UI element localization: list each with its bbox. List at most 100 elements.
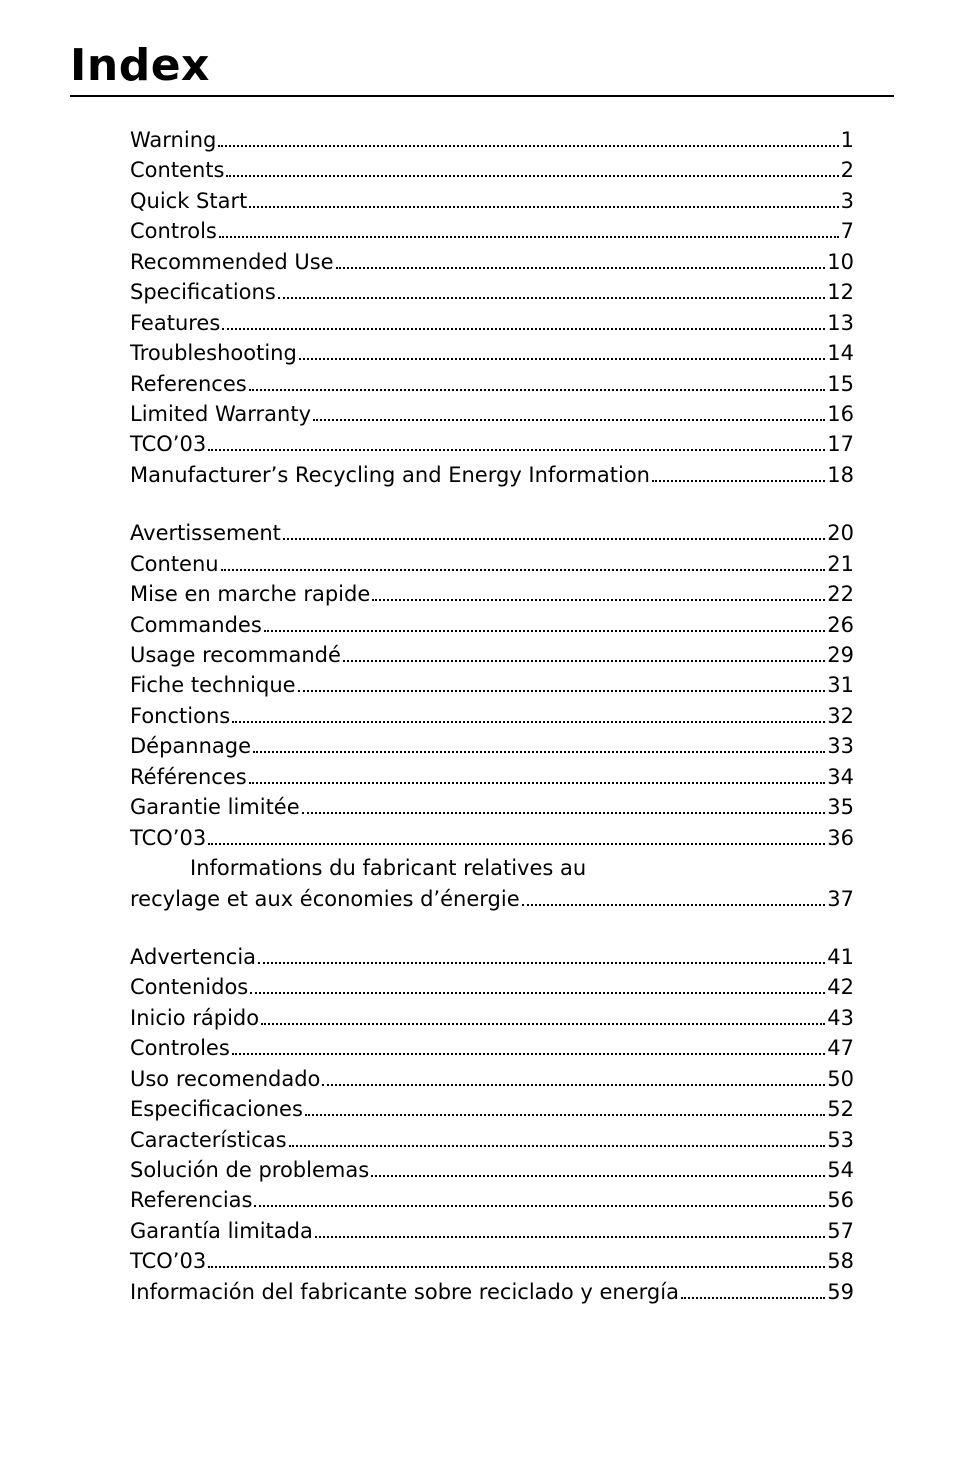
toc-leader-dots bbox=[313, 419, 825, 421]
toc-entry-label: TCO’03 bbox=[130, 1246, 206, 1276]
toc-entry-label: Advertencia bbox=[130, 942, 256, 972]
toc-entry-page: 14 bbox=[827, 338, 854, 368]
toc-entry: Uso recomendado50 bbox=[130, 1064, 854, 1094]
toc-entry: Controles47 bbox=[130, 1033, 854, 1063]
toc-entry: Références 34 bbox=[130, 762, 854, 792]
toc-entry: recylage et aux économies d’énergie 37 bbox=[130, 884, 854, 914]
toc-leader-dots bbox=[372, 599, 825, 601]
toc-entry-label: recylage et aux économies d’énergie bbox=[130, 884, 520, 914]
toc-leader-dots bbox=[222, 328, 825, 330]
toc-entry: Mise en marche rapide 22 bbox=[130, 579, 854, 609]
toc-leader-dots bbox=[253, 751, 825, 753]
toc-section: Warning1Contents2Quick Start3Controls7Re… bbox=[70, 125, 894, 490]
toc-entry-label: Dépannage bbox=[130, 731, 251, 761]
toc-leader-dots bbox=[298, 690, 826, 692]
toc-entry-page: 16 bbox=[827, 399, 854, 429]
toc-leader-dots bbox=[278, 297, 825, 299]
toc-entry: Manufacturer’s Recycling and Energy Info… bbox=[130, 460, 854, 490]
toc-leader-dots bbox=[305, 1114, 825, 1116]
toc-entry-label: Recommended Use bbox=[130, 247, 334, 277]
toc-entry: Dépannage 33 bbox=[130, 731, 854, 761]
toc-entry: Warning1 bbox=[130, 125, 854, 155]
toc-entry-label: Usage recommandé bbox=[130, 640, 341, 670]
toc-entry-page: 58 bbox=[827, 1246, 854, 1276]
toc-entry: Advertencia 41 bbox=[130, 942, 854, 972]
toc-entry-page: 18 bbox=[827, 460, 854, 490]
toc-section: Avertissement20Contenu21Mise en marche r… bbox=[70, 518, 894, 914]
toc-leader-dots bbox=[254, 1205, 825, 1207]
toc-leader-dots bbox=[283, 538, 825, 540]
toc-entry: Contents2 bbox=[130, 155, 854, 185]
toc-leader-dots bbox=[249, 206, 838, 208]
toc-entry-label: Referencias bbox=[130, 1185, 252, 1215]
toc-entry: Specifications12 bbox=[130, 277, 854, 307]
toc-entry: TCO’0317 bbox=[130, 429, 854, 459]
toc-entry-page: 22 bbox=[827, 579, 854, 609]
toc-entry-page: 52 bbox=[827, 1094, 854, 1124]
toc-entry-label: Especificaciones bbox=[130, 1094, 303, 1124]
toc-entry-page: 54 bbox=[827, 1155, 854, 1185]
toc-entry-page: 56 bbox=[827, 1185, 854, 1215]
toc-entry-label: TCO’03 bbox=[130, 429, 206, 459]
toc-entry-page: 47 bbox=[827, 1033, 854, 1063]
toc-entry: Recommended Use 10 bbox=[130, 247, 854, 277]
toc-entry-page: 26 bbox=[827, 610, 854, 640]
toc-entry-label-continued: Informations du fabricant relatives au bbox=[130, 853, 854, 883]
toc-entry: Controls7 bbox=[130, 216, 854, 246]
toc-leader-dots bbox=[232, 1053, 825, 1055]
toc-root: Warning1Contents2Quick Start3Controls7Re… bbox=[70, 125, 894, 1307]
toc-leader-dots bbox=[302, 812, 826, 814]
toc-entry: Solución de problemas 54 bbox=[130, 1155, 854, 1185]
toc-entry-label: Features bbox=[130, 308, 220, 338]
toc-leader-dots bbox=[219, 236, 839, 238]
toc-leader-dots bbox=[208, 449, 825, 451]
toc-entry-page: 33 bbox=[827, 731, 854, 761]
toc-entry-page: 57 bbox=[827, 1216, 854, 1246]
toc-leader-dots bbox=[261, 1023, 825, 1025]
toc-entry-label: References bbox=[130, 369, 247, 399]
toc-entry: Fonctions32 bbox=[130, 701, 854, 731]
toc-leader-dots bbox=[249, 389, 826, 391]
toc-leader-dots bbox=[218, 145, 838, 147]
toc-entry-page: 29 bbox=[827, 640, 854, 670]
toc-entry-page: 15 bbox=[827, 369, 854, 399]
toc-leader-dots bbox=[522, 904, 826, 906]
toc-entry: Fiche technique31 bbox=[130, 670, 854, 700]
toc-entry-label: Troubleshooting bbox=[130, 338, 297, 368]
toc-entry-label: Garantía limitada bbox=[130, 1216, 313, 1246]
toc-entry-page: 41 bbox=[827, 942, 854, 972]
toc-entry: Contenidos42 bbox=[130, 972, 854, 1002]
toc-entry-label: Solución de problemas bbox=[130, 1155, 369, 1185]
title-underline bbox=[70, 95, 894, 97]
toc-entry-label: Quick Start bbox=[130, 186, 247, 216]
toc-entry-label: Références bbox=[130, 762, 247, 792]
toc-entry-page: 34 bbox=[827, 762, 854, 792]
toc-entry-label: Inicio rápido bbox=[130, 1003, 259, 1033]
toc-entry-page: 37 bbox=[827, 884, 854, 914]
toc-entry-page: 43 bbox=[827, 1003, 854, 1033]
toc-leader-dots bbox=[208, 1266, 825, 1268]
toc-entry: Garantie limitée35 bbox=[130, 792, 854, 822]
toc-entry-label: Mise en marche rapide bbox=[130, 579, 370, 609]
toc-entry: TCO’0336 bbox=[130, 823, 854, 853]
toc-entry-label: Características bbox=[130, 1125, 287, 1155]
toc-leader-dots bbox=[264, 630, 825, 632]
toc-entry-label: Warning bbox=[130, 125, 216, 155]
toc-entry-page: 10 bbox=[827, 247, 854, 277]
toc-leader-dots bbox=[652, 480, 825, 482]
toc-leader-dots bbox=[221, 569, 826, 571]
toc-entry-label: Contents bbox=[130, 155, 224, 185]
toc-entry-page: 35 bbox=[827, 792, 854, 822]
toc-entry-page: 12 bbox=[827, 277, 854, 307]
index-title: Index bbox=[70, 40, 894, 91]
toc-leader-dots bbox=[299, 358, 825, 360]
toc-leader-dots bbox=[226, 175, 838, 177]
toc-entry-page: 3 bbox=[841, 186, 854, 216]
toc-entry-label: Avertissement bbox=[130, 518, 281, 548]
toc-entry-label: Commandes bbox=[130, 610, 262, 640]
toc-entry-label: TCO’03 bbox=[130, 823, 206, 853]
toc-entry: Información del fabricante sobre recicla… bbox=[130, 1277, 854, 1307]
toc-entry: Quick Start 3 bbox=[130, 186, 854, 216]
toc-entry: Inicio rápido 43 bbox=[130, 1003, 854, 1033]
toc-entry-page: 31 bbox=[827, 670, 854, 700]
